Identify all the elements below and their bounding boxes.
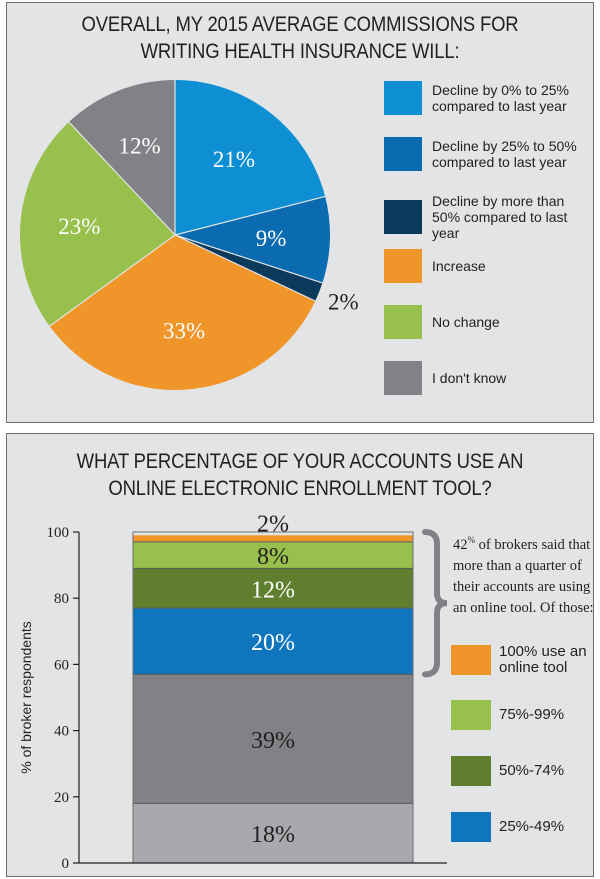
bar-chart-panel: WHAT PERCENTAGE OF YOUR ACCOUNTS USE AN … — [6, 433, 594, 877]
pie-legend: Decline by 0% to 25% compared to last ye… — [384, 81, 589, 401]
bar-segment-label: 18% — [251, 822, 295, 848]
legend-swatch — [451, 645, 491, 675]
pie-legend-item: Decline by 25% to 50% compared to last y… — [384, 137, 582, 171]
bar-legend-item: 100% use an online tool — [451, 644, 591, 676]
y-tick-label: 0 — [62, 856, 70, 872]
legend-swatch — [384, 249, 422, 283]
y-tick-label: 40 — [54, 724, 69, 740]
pie-legend-item: Increase — [384, 249, 582, 283]
legend-label: Increase — [432, 258, 486, 274]
pie-legend-item: Decline by more than 50% compared to las… — [384, 193, 582, 241]
legend-label: Decline by more than 50% compared to las… — [432, 193, 568, 241]
y-tick-label: 20 — [54, 790, 69, 806]
bar-segment — [133, 608, 413, 675]
legend-label: 100% use an online tool — [499, 643, 587, 676]
bar-legend-item: 50%-74% — [451, 756, 591, 786]
pie-legend-item: Decline by 0% to 25% compared to last ye… — [384, 81, 582, 115]
bar-segment-label: 39% — [251, 728, 295, 754]
pie-slice-label: 2% — [328, 290, 359, 315]
bracket-annotation: 42% of brokers said that more than a qua… — [453, 530, 595, 619]
bar-legend-item: 75%-99% — [451, 700, 591, 730]
pie-slice — [175, 80, 326, 235]
legend-swatch — [384, 200, 422, 234]
legend-label: 75%-99% — [499, 706, 565, 723]
legend-label: No change — [432, 314, 500, 330]
bar-segment-label: 20% — [251, 630, 295, 656]
pie-slice — [49, 235, 316, 390]
pie-slice-separator — [174, 234, 323, 284]
bar-legend-item: 25%-49% — [451, 812, 591, 842]
legend-swatch — [384, 81, 422, 115]
pie-slice-label: 9% — [256, 226, 287, 251]
legend-swatch — [451, 700, 491, 730]
pie-slice-separator — [68, 121, 176, 236]
pie-slice-label: 21% — [213, 147, 255, 172]
pie-slice — [20, 122, 176, 327]
y-axis-title: % of broker respondents — [18, 621, 34, 774]
pie-slice — [175, 196, 330, 283]
legend-swatch — [451, 756, 491, 786]
pie-chart-panel: OVERALL, MY 2015 AVERAGE COMMISSIONS FOR… — [6, 2, 594, 423]
legend-swatch — [451, 812, 491, 842]
pie-slice-separator — [49, 234, 176, 327]
legend-label: Decline by 0% to 25% compared to last ye… — [432, 82, 569, 114]
bar-segment-label: 8% — [257, 544, 289, 570]
bar-segment-label: 12% — [251, 577, 295, 603]
bracket-brace — [422, 529, 448, 678]
stacked-bar-chart: 18% 39% 20% 12% 8% 2% 0 20 40 60 80 100 % of broker … — [18, 511, 448, 872]
y-tick-label: 80 — [54, 591, 69, 607]
annotation-percent-sign: % — [467, 535, 476, 545]
annotation-number: 42 — [453, 536, 468, 553]
pie-slice — [175, 235, 323, 301]
pie-slice — [68, 80, 175, 235]
pie-slice-label: 33% — [163, 319, 205, 344]
pie-legend-item: I don't know — [384, 361, 582, 395]
legend-label: 25%-49% — [499, 818, 565, 835]
legend-swatch — [384, 305, 422, 339]
pie-slice-label: 12% — [119, 134, 161, 159]
legend-label: I don't know — [432, 370, 507, 386]
bar-legend: 100% use an online tool 75%-99% 50%-74% 25%… — [451, 644, 593, 844]
pie-slice-separator — [174, 195, 326, 236]
legend-swatch — [384, 361, 422, 395]
bar-segment — [133, 803, 413, 863]
y-tick-label: 100 — [47, 525, 70, 541]
pie-chart-title: OVERALL, MY 2015 AVERAGE COMMISSIONS FOR… — [81, 13, 519, 63]
y-tick-label: 60 — [54, 657, 69, 673]
pie-slice-label: 23% — [58, 214, 100, 239]
bar-segment — [133, 535, 413, 542]
pie-slice-separator — [174, 234, 316, 302]
legend-label: 50%-74% — [499, 762, 565, 779]
pie-chart: 21% 9% 2% 33% 23% 12% — [20, 80, 359, 390]
bar-chart-title: WHAT PERCENTAGE OF YOUR ACCOUNTS USE AN … — [76, 450, 524, 500]
legend-label: Decline by 25% to 50% compared to last y… — [432, 138, 577, 170]
annotation-text: of brokers said that more than a quarter… — [453, 536, 594, 616]
bar-segment — [133, 674, 413, 804]
bar-segment — [133, 568, 413, 609]
bar-segment-label: 2% — [257, 511, 289, 537]
bar-segment — [133, 541, 413, 569]
pie-legend-item: No change — [384, 305, 582, 339]
legend-swatch — [384, 137, 422, 171]
